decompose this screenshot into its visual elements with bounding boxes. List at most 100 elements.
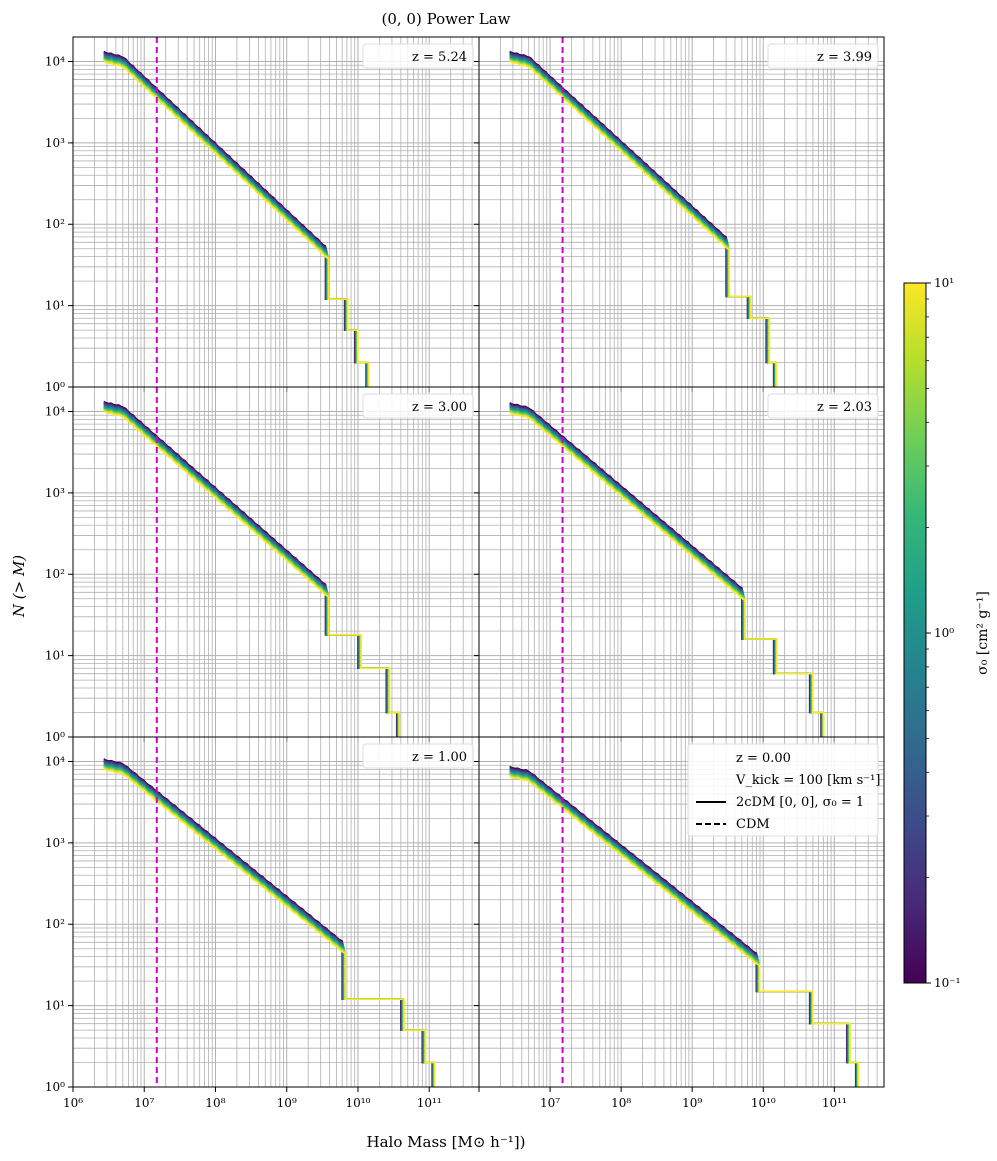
grid — [479, 387, 884, 737]
x-tick-label: 10¹¹ — [822, 1096, 847, 1110]
series-line-sigma-9 — [509, 775, 860, 1087]
series-line-sigma-8 — [103, 766, 436, 1087]
series-line-sigma-0 — [509, 50, 775, 387]
y-tick-label: 10¹ — [45, 999, 65, 1013]
curves — [103, 400, 401, 737]
series-line-sigma-3 — [103, 53, 368, 387]
ticks — [68, 760, 430, 1092]
ticks — [474, 60, 835, 392]
y-tick-label: 10³ — [45, 486, 65, 500]
y-tick-label: 10³ — [45, 136, 65, 150]
x-tick-label: 10⁹ — [277, 1096, 297, 1110]
panel-frame — [478, 736, 885, 1088]
panel-1: 10⁰ 10¹ 10² 10³ 10⁴ z = 5.24 — [45, 36, 480, 394]
series-line-sigma-3 — [103, 403, 399, 737]
legend-entry-label: 2cDM [0, 0], σ₀ = 1 — [736, 795, 864, 810]
series-line-sigma-0 — [103, 50, 367, 387]
series-line-sigma-4 — [103, 55, 369, 387]
redshift-label: z = 3.00 — [412, 400, 467, 415]
redshift-label-box — [362, 43, 474, 69]
x-tick-label: 10⁸ — [611, 1096, 631, 1110]
redshift-label-box — [767, 43, 879, 69]
colorbar-tick-label: 10⁻¹ — [934, 976, 960, 990]
panel-5: 10⁰ 10¹ 10² 10³ 10⁴ 10⁶ 10⁷ 10⁸ 10⁹ 10¹⁰ 10¹¹ z = 1… — [45, 736, 480, 1110]
colorbar-bar — [903, 282, 927, 984]
curves — [103, 50, 370, 387]
series-line-sigma-9 — [509, 60, 778, 387]
redshift-label-box — [362, 743, 474, 769]
panel-2: z = 3.99 — [474, 36, 885, 392]
y-tick-label: 10⁴ — [45, 54, 65, 68]
series-line-sigma-0 — [103, 400, 398, 737]
series-line-sigma-2 — [509, 52, 776, 387]
series-line-sigma-3 — [509, 405, 823, 737]
y-tick-label: 10⁰ — [45, 1080, 65, 1094]
grid — [73, 37, 479, 387]
series-line-sigma-2 — [509, 404, 823, 737]
series-line-sigma-6 — [103, 764, 435, 1087]
colorbar-tick-label: 10⁰ — [934, 626, 954, 640]
x-tick-label: 10¹⁰ — [751, 1096, 776, 1110]
series-line-sigma-4 — [103, 762, 435, 1087]
series-line-sigma-5 — [103, 763, 435, 1087]
grid — [479, 37, 884, 387]
x-tick-label: 10⁷ — [134, 1096, 154, 1110]
curves — [509, 765, 860, 1087]
y-tick-label: 10² — [45, 917, 65, 931]
colorbar-label: σ₀ [cm² g⁻¹] — [975, 591, 991, 675]
x-tick-label: 10¹¹ — [417, 1096, 442, 1110]
y-tick-label: 10¹ — [45, 649, 65, 663]
series-line-sigma-0 — [509, 402, 822, 737]
x-tick-label: 10⁶ — [63, 1096, 83, 1110]
grid — [479, 737, 884, 1087]
panel-6: 10⁷ 10⁸ 10⁹ 10¹⁰ 10¹¹ z = 0.00 V_kick = 100 [k… — [474, 736, 885, 1110]
grid — [73, 387, 479, 737]
legend-redshift: z = 0.00 — [736, 751, 791, 766]
grid — [73, 737, 479, 1087]
figure-title: (0, 0) Power Law — [381, 10, 510, 28]
series-line-sigma-9 — [103, 410, 401, 737]
curves — [509, 50, 778, 387]
series-line-sigma-1 — [509, 51, 775, 387]
series-line-sigma-9 — [103, 768, 436, 1087]
series-line-sigma-2 — [103, 52, 368, 387]
redshift-label-box — [767, 393, 879, 419]
series-line-sigma-5 — [103, 406, 400, 737]
series-line-sigma-5 — [103, 56, 369, 387]
x-tick-label: 10⁷ — [540, 1096, 560, 1110]
ticks — [68, 410, 430, 742]
panels-group: 10⁰ 10¹ 10² 10³ 10⁴ z = 5.24 z = 3.99 10⁰ 10¹ 10²… — [45, 36, 885, 1110]
series-line-sigma-7 — [103, 765, 436, 1087]
series-line-sigma-1 — [103, 401, 398, 737]
legend-vkick: V_kick = 100 [km s⁻¹] — [735, 773, 880, 788]
y-tick-label: 10² — [45, 217, 65, 231]
y-tick-label: 10⁰ — [45, 730, 65, 744]
legend-box — [687, 743, 879, 837]
legend-entry-label: CDM — [736, 817, 770, 832]
panel-4: z = 2.03 — [474, 386, 885, 742]
redshift-label: z = 1.00 — [412, 750, 467, 765]
y-tick-label: 10¹ — [45, 299, 65, 313]
y-tick-label: 10⁴ — [45, 754, 65, 768]
legend: z = 0.00 V_kick = 100 [km s⁻¹] 2cDM [0, 0]… — [687, 743, 880, 837]
redshift-label: z = 2.03 — [817, 400, 872, 415]
y-axis-label: N (> M) — [10, 555, 28, 618]
ticks — [474, 410, 835, 742]
series-line-sigma-4 — [509, 406, 824, 737]
y-tick-label: 10² — [45, 567, 65, 581]
redshift-label: z = 3.99 — [817, 50, 872, 65]
x-tick-label: 10⁸ — [205, 1096, 225, 1110]
panel-3: 10⁰ 10¹ 10² 10³ 10⁴ z = 3.00 — [45, 386, 480, 744]
y-tick-label: 10³ — [45, 836, 65, 850]
colorbar: 10⁻¹ 10⁰ 10¹ σ₀ [cm² g⁻¹] — [903, 276, 991, 990]
curves — [509, 402, 825, 737]
colorbar-tick-label: 10¹ — [934, 276, 954, 290]
ticks — [68, 60, 430, 392]
x-tick-label: 10⁹ — [682, 1096, 702, 1110]
y-tick-label: 10⁴ — [45, 404, 65, 418]
x-axis-label: Halo Mass [M⊙ h⁻¹]) — [367, 1133, 526, 1151]
ticks — [474, 760, 835, 1092]
series-line-sigma-4 — [103, 405, 399, 737]
series-line-sigma-1 — [103, 51, 368, 387]
